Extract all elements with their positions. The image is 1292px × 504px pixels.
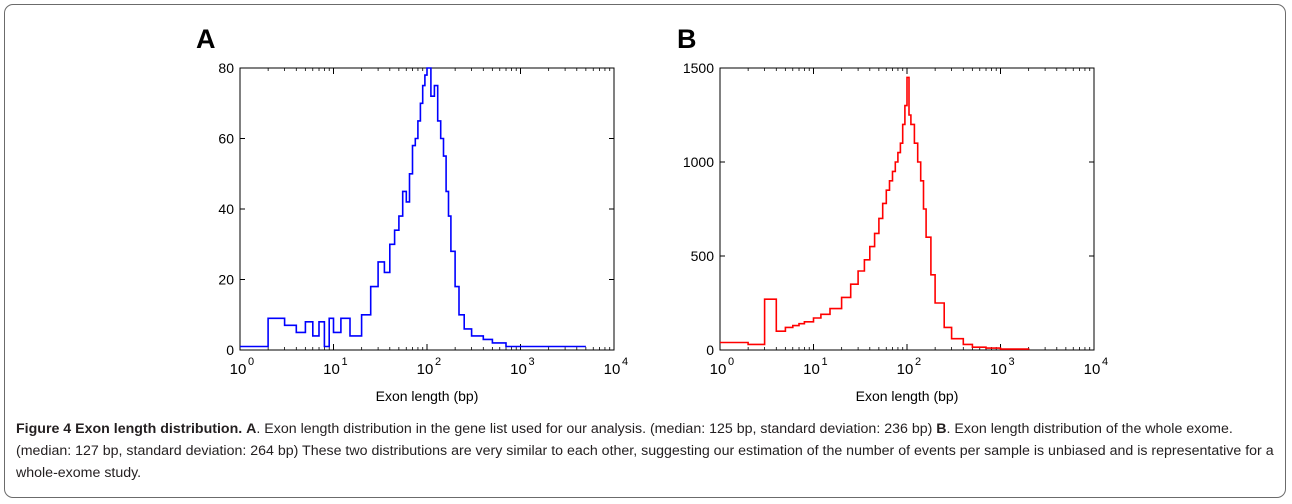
x-tick-exponent-a-4: 4 [622, 356, 628, 368]
x-tick-exponent-a-0: 0 [248, 356, 254, 368]
x-tick-label-a-0: 10 [230, 361, 247, 378]
x-tick-exponent-b-4: 4 [1102, 356, 1108, 368]
x-tick-exponent-b-0: 0 [728, 356, 734, 368]
x-axis-label-a: Exon length (bp) [376, 388, 479, 404]
x-tick-label-a-2: 10 [417, 361, 434, 378]
caption-part-b-label: B [936, 421, 947, 437]
x-tick-exponent-a-1: 1 [341, 356, 347, 368]
x-tick-label-b-4: 10 [1084, 361, 1101, 378]
x-tick-exponent-b-3: 3 [1008, 356, 1014, 368]
y-tick-label-a-0: 0 [226, 342, 234, 358]
y-tick-label-b-3: 1500 [683, 60, 714, 76]
x-tick-label-a-1: 10 [323, 361, 340, 378]
x-tick-label-b-2: 10 [897, 361, 914, 378]
y-tick-label-b-0: 0 [706, 342, 714, 358]
x-tick-label-b-0: 10 [710, 361, 727, 378]
y-tick-label-b-2: 1000 [683, 154, 714, 170]
x-tick-exponent-a-3: 3 [528, 356, 534, 368]
caption-figure-label: Figure 4 Exon length distribution. [16, 421, 243, 437]
y-tick-label-a-4: 80 [218, 60, 234, 76]
y-tick-label-a-2: 40 [218, 201, 234, 217]
y-tick-label-b-1: 500 [691, 248, 715, 264]
panel-label-b: B [677, 24, 697, 54]
x-tick-label-b-3: 10 [990, 361, 1007, 378]
y-tick-label-a-1: 20 [218, 272, 234, 288]
panel-label-a: A [196, 24, 216, 54]
x-tick-label-b-1: 10 [803, 361, 820, 378]
x-axis-label-b: Exon length (bp) [856, 388, 959, 404]
series-line-b-0 [720, 76, 1030, 350]
x-tick-exponent-a-2: 2 [435, 356, 441, 368]
caption-part-a-label: A [246, 421, 257, 437]
x-tick-label-a-3: 10 [510, 361, 527, 378]
series-line-a-0 [240, 67, 586, 348]
x-tick-label-a-4: 10 [604, 361, 621, 378]
x-tick-exponent-b-2: 2 [915, 356, 921, 368]
figure-caption: Figure 4 Exon length distribution. A. Ex… [16, 418, 1278, 484]
y-tick-label-a-3: 60 [218, 131, 234, 147]
x-tick-exponent-b-1: 1 [821, 356, 827, 368]
figure-frame [4, 4, 1286, 498]
caption-part-b-text: . Exon length distribution of the whole … [16, 421, 1274, 481]
caption-part-a-text: . Exon length distribution in the gene l… [256, 421, 933, 437]
